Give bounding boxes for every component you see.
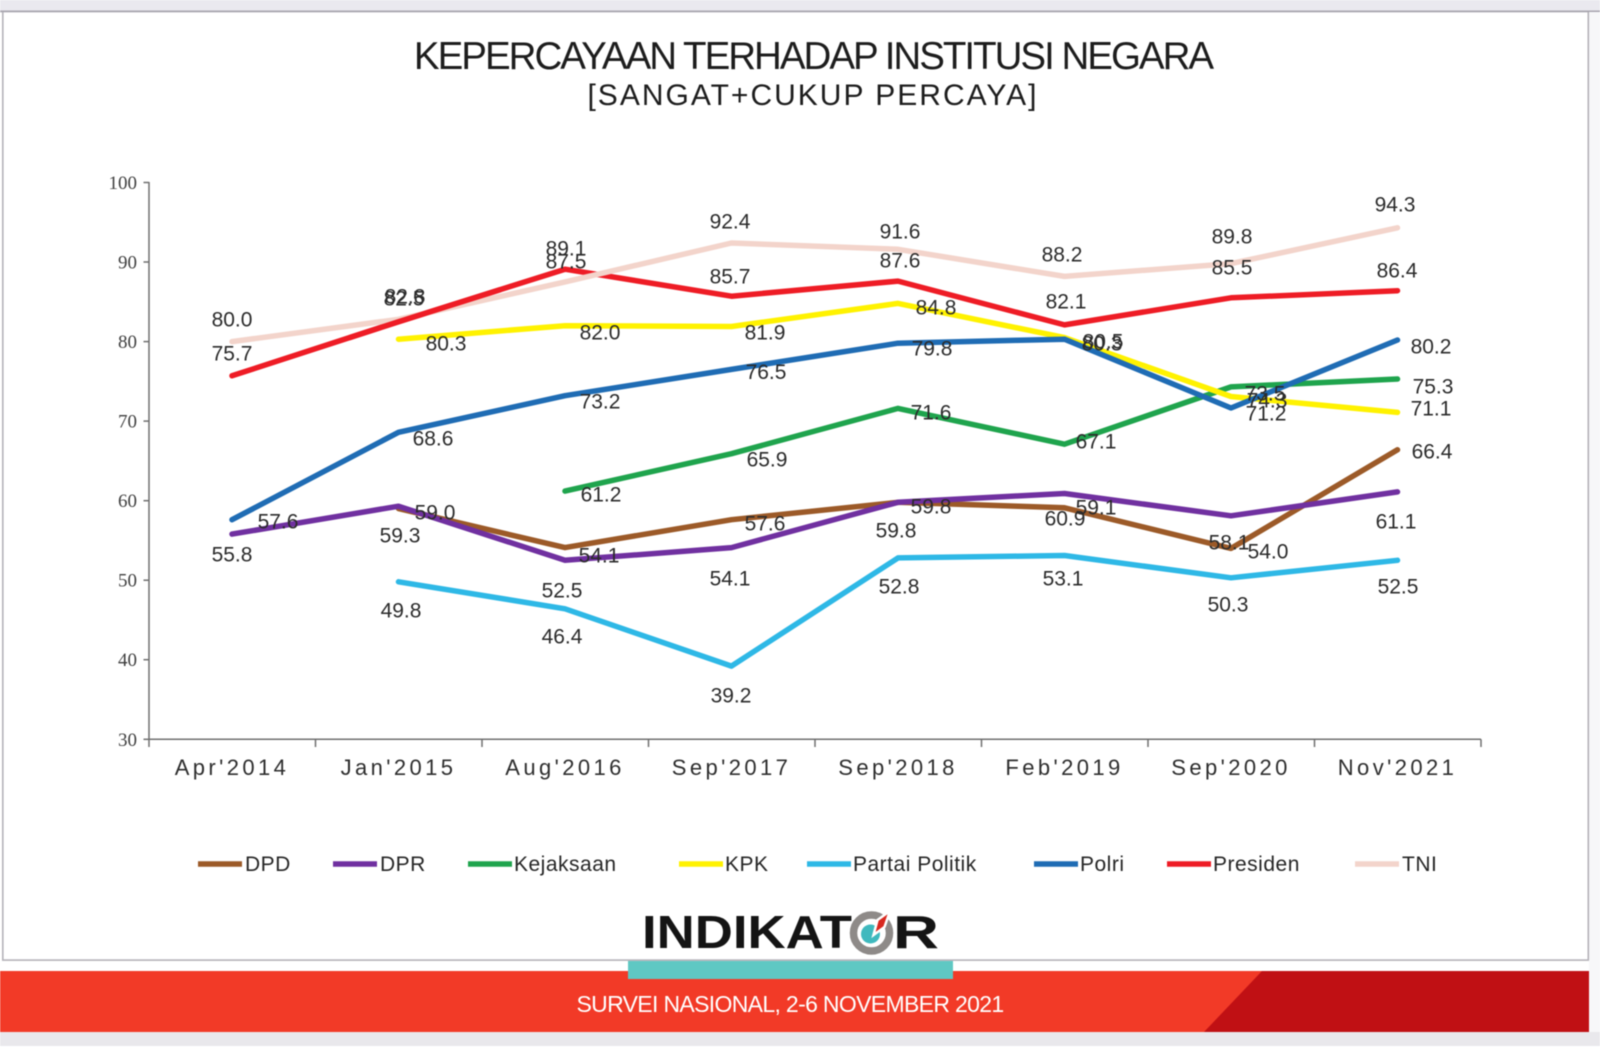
svg-text:Nov'2021: Nov'2021 (1338, 755, 1457, 780)
svg-text:40: 40 (118, 650, 137, 671)
svg-text:87.6: 87.6 (880, 250, 921, 273)
svg-text:80.5: 80.5 (1083, 331, 1124, 354)
svg-text:Sep'2017: Sep'2017 (672, 755, 792, 780)
svg-text:R: R (893, 906, 939, 958)
svg-text:88.2: 88.2 (1042, 244, 1083, 267)
svg-text:Feb'2019: Feb'2019 (1005, 755, 1123, 780)
svg-text:61.1: 61.1 (1376, 511, 1417, 534)
svg-text:DPD: DPD (245, 853, 291, 876)
svg-text:65.9: 65.9 (747, 449, 788, 472)
svg-text:55.8: 55.8 (212, 544, 253, 567)
svg-text:68.6: 68.6 (413, 428, 454, 451)
svg-text:46.4: 46.4 (542, 626, 583, 649)
svg-text:Sep'2020: Sep'2020 (1171, 755, 1291, 780)
svg-text:Sep'2018: Sep'2018 (838, 755, 958, 780)
svg-text:INDIKAT: INDIKAT (642, 906, 852, 958)
svg-text:54.1: 54.1 (710, 568, 751, 591)
svg-text:TNI: TNI (1402, 853, 1437, 876)
svg-text:87.5: 87.5 (546, 251, 587, 274)
svg-text:57.6: 57.6 (258, 511, 299, 534)
svg-text:74.3: 74.3 (1247, 390, 1288, 413)
svg-text:52.8: 52.8 (879, 576, 920, 599)
svg-text:SURVEI NASIONAL, 2-6 NOVEMBER: SURVEI NASIONAL, 2-6 NOVEMBER 2021 (576, 991, 1003, 1017)
svg-text:KEPERCAYAAN TERHADAP INSTITUSI: KEPERCAYAAN TERHADAP INSTITUSI NEGARA (414, 35, 1214, 78)
svg-text:82.1: 82.1 (1046, 291, 1087, 314)
svg-text:59.3: 59.3 (380, 525, 421, 548)
svg-text:91.6: 91.6 (880, 221, 921, 244)
svg-text:59.0: 59.0 (415, 502, 456, 525)
svg-text:100: 100 (109, 173, 138, 194)
svg-text:82.0: 82.0 (580, 322, 621, 345)
svg-text:80.3: 80.3 (426, 333, 467, 356)
svg-text:30: 30 (118, 730, 137, 751)
svg-text:54.1: 54.1 (579, 545, 620, 568)
svg-text:58.1: 58.1 (1209, 532, 1250, 555)
svg-text:71.6: 71.6 (911, 402, 952, 425)
svg-text:53.1: 53.1 (1043, 568, 1084, 591)
svg-text:Jan'2015: Jan'2015 (341, 755, 457, 780)
svg-text:61.2: 61.2 (581, 484, 622, 507)
svg-text:71.1: 71.1 (1411, 398, 1452, 421)
svg-text:39.2: 39.2 (711, 685, 752, 708)
svg-text:60.9: 60.9 (1045, 508, 1086, 531)
svg-text:67.1: 67.1 (1076, 431, 1117, 454)
svg-text:59.8: 59.8 (911, 496, 952, 519)
svg-text:89.1: 89.1 (546, 238, 587, 261)
svg-text:71.2: 71.2 (1246, 403, 1287, 426)
svg-text:Polri: Polri (1080, 853, 1125, 876)
svg-text:84.8: 84.8 (916, 297, 957, 320)
svg-text:70: 70 (118, 412, 137, 433)
svg-text:85.7: 85.7 (710, 266, 751, 289)
svg-text:Partai Politik: Partai Politik (853, 853, 977, 876)
svg-text:85.5: 85.5 (1212, 257, 1253, 280)
svg-text:Kejaksaan: Kejaksaan (514, 853, 617, 876)
svg-text:66.4: 66.4 (1412, 441, 1453, 464)
svg-text:54.0: 54.0 (1248, 541, 1289, 564)
svg-text:52.5: 52.5 (542, 580, 583, 603)
svg-text:57.6: 57.6 (745, 513, 786, 536)
svg-text:92.4: 92.4 (710, 211, 751, 234)
svg-text:94.3: 94.3 (1375, 194, 1416, 217)
svg-text:82.8: 82.8 (385, 286, 426, 309)
svg-text:Apr'2014: Apr'2014 (175, 755, 290, 780)
svg-text:DPR: DPR (380, 853, 426, 876)
svg-text:80.0: 80.0 (212, 309, 253, 332)
svg-text:81.9: 81.9 (745, 322, 786, 345)
svg-text:50.3: 50.3 (1208, 594, 1249, 617)
svg-text:59.1: 59.1 (1076, 497, 1117, 520)
svg-text:50: 50 (118, 571, 137, 592)
svg-text:76.5: 76.5 (746, 361, 787, 384)
svg-text:KPK: KPK (725, 853, 769, 876)
svg-text:80.3: 80.3 (1082, 333, 1123, 356)
svg-text:60: 60 (118, 491, 137, 512)
svg-text:[SANGAT+CUKUP PERCAYA]: [SANGAT+CUKUP PERCAYA] (587, 79, 1038, 112)
svg-text:80: 80 (118, 332, 137, 353)
svg-text:80.2: 80.2 (1411, 336, 1452, 359)
svg-text:75.7: 75.7 (212, 343, 253, 366)
svg-text:89.8: 89.8 (1212, 226, 1253, 249)
svg-text:75.3: 75.3 (1413, 376, 1454, 399)
svg-text:Aug'2016: Aug'2016 (505, 755, 625, 780)
svg-text:90: 90 (118, 253, 137, 274)
svg-text:73.2: 73.2 (580, 391, 621, 414)
svg-text:86.4: 86.4 (1377, 260, 1418, 283)
svg-text:79.8: 79.8 (912, 338, 953, 361)
svg-text:Presiden: Presiden (1213, 853, 1300, 876)
svg-text:82.5: 82.5 (384, 288, 425, 311)
svg-text:49.8: 49.8 (381, 600, 422, 623)
svg-text:73.5: 73.5 (1245, 383, 1286, 406)
svg-text:59.8: 59.8 (876, 520, 917, 543)
svg-text:52.5: 52.5 (1378, 576, 1419, 599)
